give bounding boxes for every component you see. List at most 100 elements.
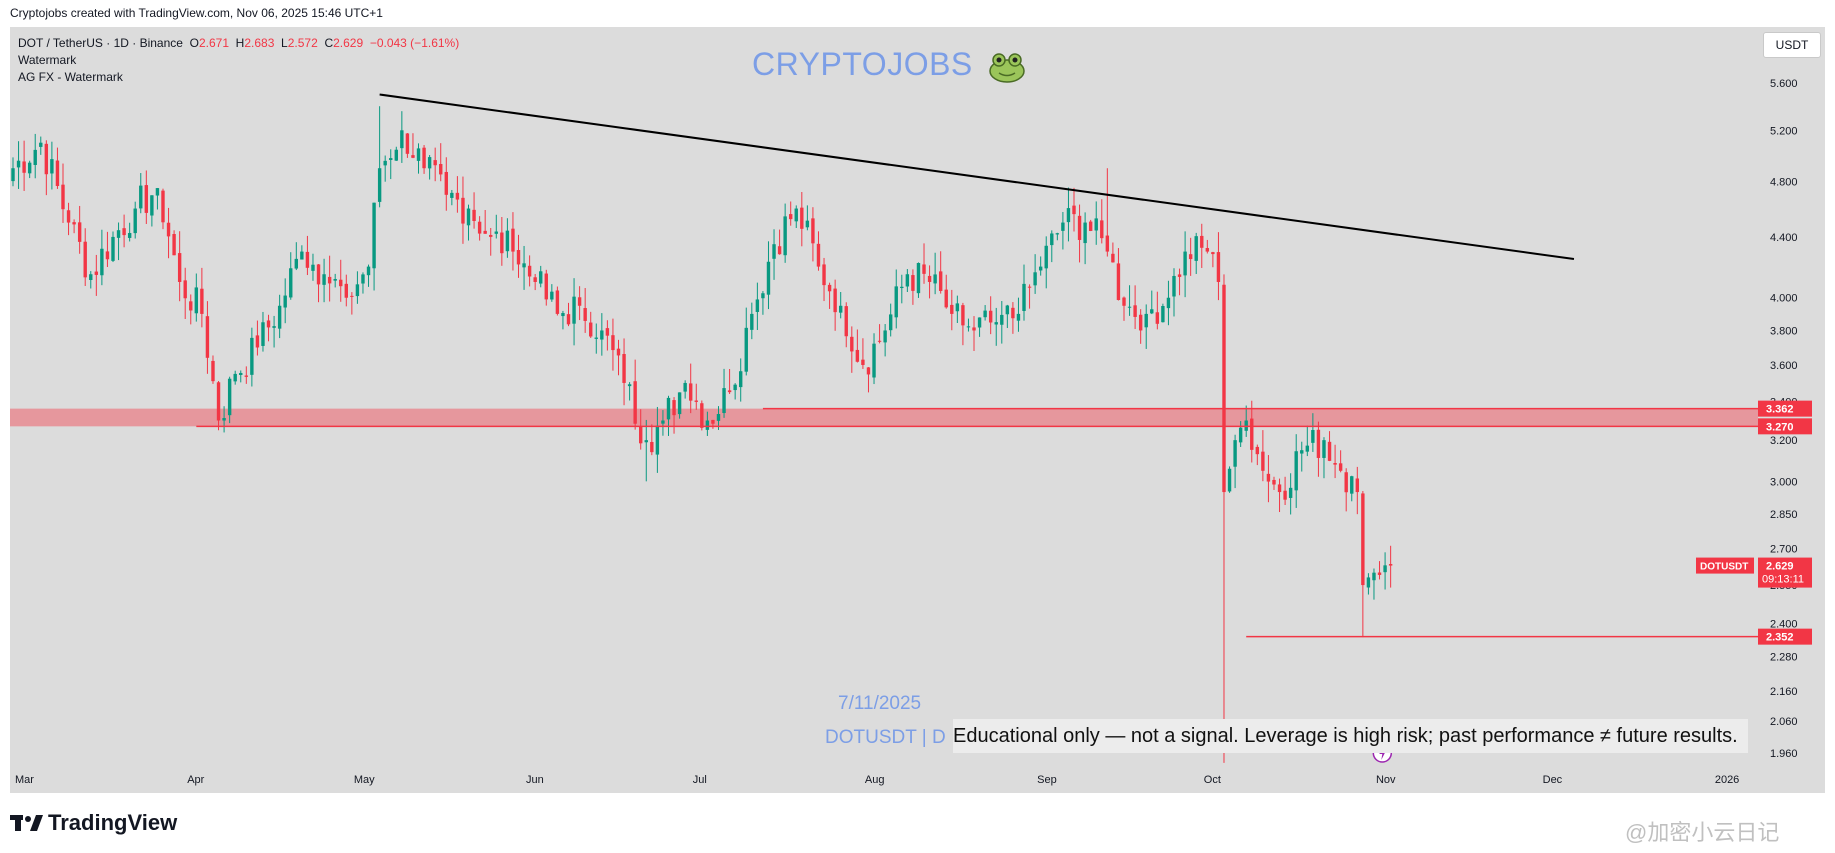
indicator-ag-fx-watermark[interactable]: AG FX - Watermark xyxy=(18,70,123,84)
candle xyxy=(861,338,865,369)
candle xyxy=(783,203,787,263)
candle xyxy=(1200,223,1204,268)
candle xyxy=(16,141,21,189)
chart-area[interactable]: Mar Apr May Jun Jul Aug Sep Oct Nov Dec 2026 5.600… xyxy=(10,27,1825,793)
candle xyxy=(1344,468,1348,512)
candle xyxy=(1044,236,1048,289)
candle-body xyxy=(644,440,648,443)
x-tick-label: Jun xyxy=(526,774,544,786)
candle-body xyxy=(1116,263,1121,301)
candle-body xyxy=(294,258,299,269)
candle xyxy=(1138,309,1143,344)
candle xyxy=(1005,304,1010,329)
candle-body xyxy=(244,375,249,377)
candle-body xyxy=(83,241,87,278)
candle xyxy=(89,271,93,289)
candle-body xyxy=(166,222,171,237)
candle-body xyxy=(11,168,15,182)
candle-body xyxy=(611,335,615,351)
candle xyxy=(1366,573,1371,595)
candle xyxy=(1327,431,1332,462)
candle-body xyxy=(1005,305,1010,315)
candle xyxy=(1294,434,1298,508)
drawing-lines-layer xyxy=(196,93,1758,638)
candle xyxy=(972,316,976,352)
candle xyxy=(550,284,554,302)
candle xyxy=(1377,561,1382,580)
candle-body xyxy=(250,337,254,375)
candle xyxy=(616,339,621,376)
candle-body xyxy=(300,251,304,260)
candle xyxy=(1311,413,1315,452)
candle-body xyxy=(427,157,432,169)
candle xyxy=(594,323,598,354)
candle-body xyxy=(522,263,526,268)
y-tick-label: 2.280 xyxy=(1770,651,1798,663)
lightning-icon xyxy=(1379,746,1386,760)
candle-body xyxy=(1383,565,1387,573)
symbol-tag-bg xyxy=(1696,557,1754,574)
legend: DOT / TetherUS · 1D · Binance O2.671 H2.… xyxy=(18,35,459,86)
candle xyxy=(111,231,115,263)
frog-icon xyxy=(989,52,1025,83)
candle-body xyxy=(894,286,898,318)
candle-body xyxy=(966,326,971,328)
candle xyxy=(1183,231,1187,298)
indicator-watermark[interactable]: Watermark xyxy=(18,53,77,67)
candle xyxy=(1100,199,1104,244)
candle-body xyxy=(1238,427,1243,443)
candle-body xyxy=(89,274,93,280)
candle xyxy=(883,324,887,357)
candle xyxy=(139,173,143,214)
candle-body xyxy=(616,348,621,356)
candle-body xyxy=(1377,572,1382,575)
currency-button[interactable]: USDT xyxy=(1763,32,1821,58)
candle-body xyxy=(922,264,926,274)
tradingview-logo-icon xyxy=(10,815,43,831)
candle-body xyxy=(850,336,854,352)
candle-body xyxy=(1050,233,1054,246)
candle xyxy=(733,383,737,400)
candle-body xyxy=(255,335,260,348)
x-tick-label: Jul xyxy=(693,774,707,786)
candle-body xyxy=(389,158,393,161)
candle-body xyxy=(477,221,482,234)
candle xyxy=(450,189,454,206)
candle-body xyxy=(494,231,498,234)
price-chart[interactable]: Mar Apr May Jun Jul Aug Sep Oct Nov Dec 2026 5.600… xyxy=(10,27,1825,793)
candle xyxy=(227,376,232,424)
candle-body xyxy=(572,296,576,324)
candle xyxy=(911,269,915,305)
candle xyxy=(505,218,510,258)
candle-body xyxy=(1105,235,1110,252)
candle-body xyxy=(1183,251,1187,276)
candle xyxy=(705,411,710,436)
close-value: 2.629 xyxy=(333,36,364,50)
candle xyxy=(466,204,471,241)
candle-body xyxy=(633,381,637,424)
candle xyxy=(1116,248,1121,301)
candle xyxy=(61,163,65,223)
candle-body xyxy=(1188,254,1193,260)
candle xyxy=(683,380,687,399)
watermark-date: 7/11/2025 xyxy=(838,693,922,714)
candle xyxy=(211,355,215,384)
x-tick-label: Apr xyxy=(187,774,204,786)
candle xyxy=(405,133,410,158)
candle xyxy=(283,278,287,324)
support-level-label-bg xyxy=(1758,628,1812,645)
candle xyxy=(750,302,754,340)
candle xyxy=(777,229,782,255)
candle-body xyxy=(1111,253,1115,263)
tradingview-brand[interactable]: TradingView xyxy=(10,809,177,837)
candle-body xyxy=(772,244,776,259)
countdown-label: 09:13:11 xyxy=(1762,574,1804,586)
candle xyxy=(166,207,171,259)
low-label: L xyxy=(281,36,288,50)
candle xyxy=(1216,232,1221,301)
candle-body xyxy=(761,293,765,299)
corner-watermark: @加密小云日记 xyxy=(1625,820,1780,845)
candle xyxy=(122,214,126,248)
candle xyxy=(1355,466,1360,515)
